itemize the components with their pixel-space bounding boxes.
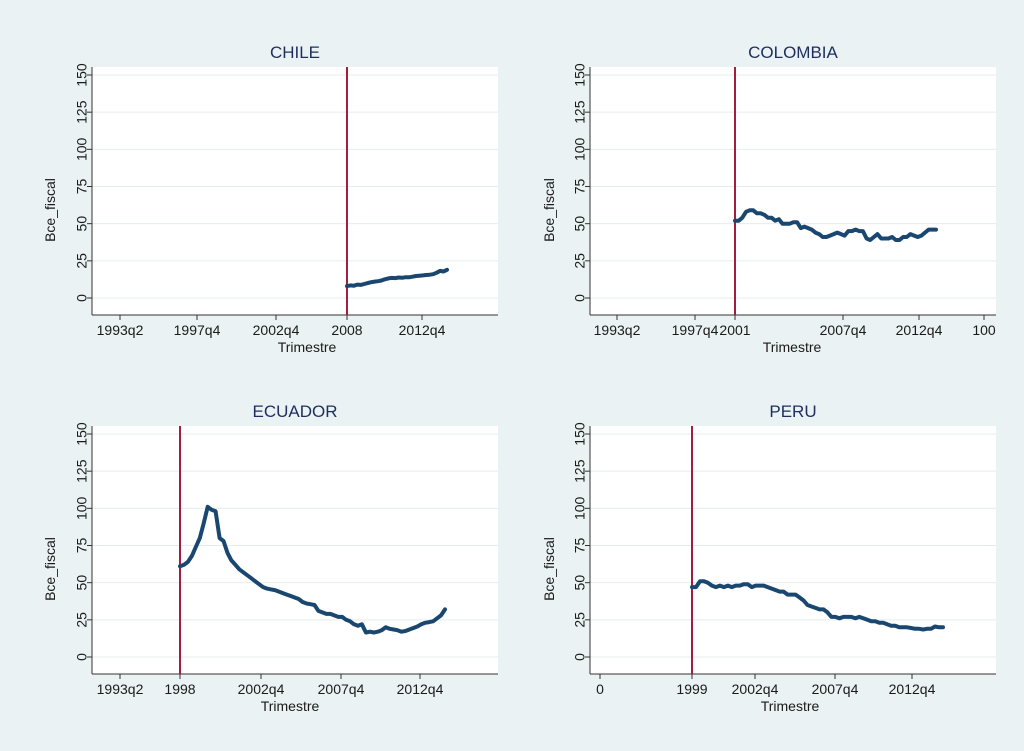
x-tick-label: 100 [972, 322, 996, 338]
y-tick-label: 100 [74, 496, 90, 520]
x-axis-label: Trimestre [278, 339, 337, 355]
panel-ecuador: 0 25 50 75 100 125 150 1993q2 1998 2002q4 2007q4 20… [42, 402, 498, 714]
y-tick-label: 125 [74, 459, 90, 483]
y-tick-label: 125 [74, 100, 90, 124]
series-line [690, 579, 945, 632]
y-tick-label: 0 [74, 653, 90, 661]
y-axis-label: Bce_fiscal [541, 178, 557, 242]
x-tick-label: 0 [596, 681, 604, 697]
series-line [178, 504, 447, 635]
panel-title: CHILE [270, 43, 320, 62]
y-tick-label: 0 [572, 653, 588, 661]
y-tick-label: 50 [572, 216, 588, 232]
y-tick-label: 0 [572, 294, 588, 302]
y-tick-label: 75 [74, 538, 90, 554]
x-tick-label: 2007q4 [318, 681, 365, 697]
x-tick-label: 2012q4 [397, 681, 444, 697]
x-tick-label: 1999 [676, 681, 707, 697]
x-tick-label: 2007q4 [812, 681, 859, 697]
y-axis-label: Bce_fiscal [42, 537, 58, 601]
y-tick-label: 75 [572, 538, 588, 554]
plot-area [590, 67, 996, 315]
x-tick-label: 1993q2 [594, 322, 641, 338]
y-tick-label: 50 [74, 216, 90, 232]
plot-area [92, 426, 498, 674]
x-tick-label: 1993q2 [97, 322, 144, 338]
y-tick-label: 100 [74, 137, 90, 161]
plot-area [92, 67, 498, 315]
panel-title: ECUADOR [252, 402, 337, 421]
panel-title: PERU [769, 402, 816, 421]
y-axis-label: Bce_fiscal [42, 178, 58, 242]
x-tick-label: 2012q4 [889, 681, 936, 697]
x-tick-label: 2002q4 [238, 681, 285, 697]
x-tick-label: 1998 [164, 681, 195, 697]
y-tick-label: 25 [74, 253, 90, 269]
panel-title: COLOMBIA [748, 43, 838, 62]
y-tick-label: 150 [572, 63, 588, 87]
x-tick-label: 2007q4 [820, 322, 867, 338]
x-axis-label: Trimestre [761, 698, 820, 714]
y-tick-label: 150 [74, 422, 90, 446]
x-tick-label: 2002q4 [732, 681, 779, 697]
x-axis-label: Trimestre [763, 339, 822, 355]
x-tick-label: 1997q4 [174, 322, 221, 338]
y-tick-label: 25 [572, 253, 588, 269]
panel-peru: 0 25 50 75 100 125 150 0 1999 2002q4 2007q4 2012q4 P… [541, 402, 996, 714]
x-axis-label: Trimestre [261, 698, 320, 714]
y-tick-label: 125 [572, 100, 588, 124]
series-line [733, 208, 938, 242]
y-tick-label: 150 [572, 422, 588, 446]
y-tick-label: 75 [572, 179, 588, 195]
y-tick-label: 50 [74, 575, 90, 591]
y-tick-label: 125 [572, 459, 588, 483]
y-tick-label: 50 [572, 575, 588, 591]
plot-area [590, 426, 996, 674]
x-tick-label: 2001 [719, 322, 750, 338]
y-tick-label: 25 [572, 612, 588, 628]
y-tick-label: 25 [74, 612, 90, 628]
series-line [345, 267, 449, 289]
x-tick-label: 2012q4 [399, 322, 446, 338]
y-tick-label: 0 [74, 294, 90, 302]
y-tick-label: 150 [74, 63, 90, 87]
y-tick-label: 100 [572, 137, 588, 161]
panels: 0 25 50 75 100 125 150 1993q2 1997q4 2002q4 2008 20… [42, 43, 996, 714]
y-axis-label: Bce_fiscal [541, 537, 557, 601]
panel-chile: 0 25 50 75 100 125 150 1993q2 1997q4 2002q4 2008 20… [42, 43, 498, 355]
x-tick-label: 2012q4 [896, 322, 943, 338]
x-tick-label: 1993q2 [97, 681, 144, 697]
y-tick-label: 75 [74, 179, 90, 195]
y-tick-label: 100 [572, 496, 588, 520]
x-tick-label: 1997q4 [672, 322, 719, 338]
panel-colombia: 0 25 50 75 100 125 150 1993q2 1997q4 2001 2007q4 20… [541, 43, 996, 355]
x-tick-label: 2008 [331, 322, 362, 338]
x-tick-label: 2002q4 [253, 322, 300, 338]
